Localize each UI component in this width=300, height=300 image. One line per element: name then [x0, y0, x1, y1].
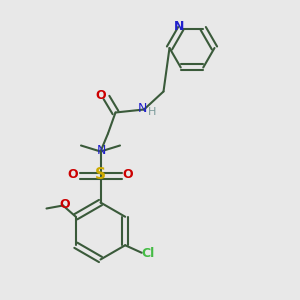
- Text: S: S: [95, 167, 106, 182]
- Text: Cl: Cl: [142, 247, 155, 260]
- Text: H: H: [148, 107, 157, 117]
- Text: N: N: [138, 102, 147, 116]
- Text: O: O: [59, 197, 70, 211]
- Text: O: O: [68, 168, 78, 182]
- Text: N: N: [96, 143, 106, 157]
- Text: N: N: [174, 20, 184, 33]
- Text: O: O: [123, 168, 134, 182]
- Text: O: O: [96, 88, 106, 102]
